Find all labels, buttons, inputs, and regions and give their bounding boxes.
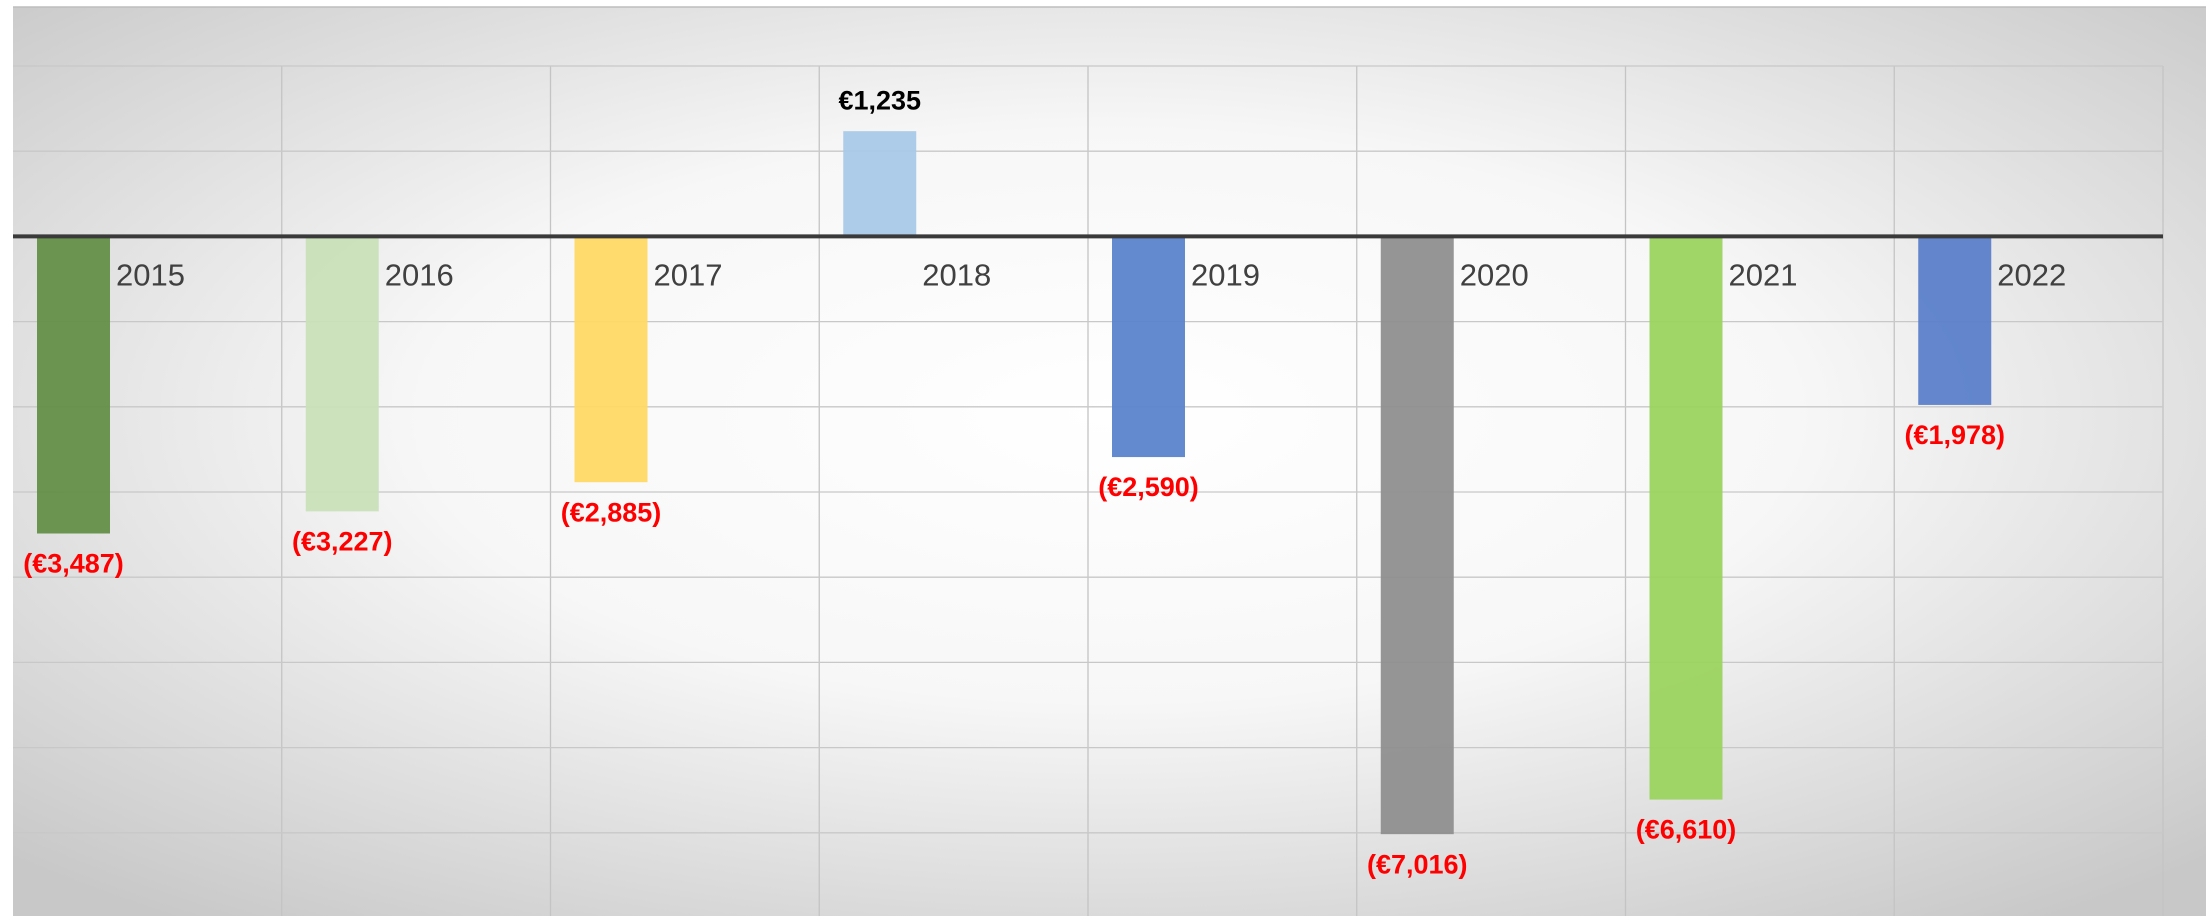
bar (305, 236, 379, 512)
bar (574, 236, 648, 483)
data-label: (€3,487) (23, 549, 124, 579)
x-tick-label: 2018 (922, 258, 991, 293)
bar (843, 131, 917, 237)
bar (1918, 236, 1992, 405)
x-tick-label: 2017 (654, 258, 723, 293)
data-label: (€1,978) (1904, 420, 2005, 450)
x-tick-label: 2016 (385, 258, 454, 293)
bar (37, 236, 110, 534)
data-label: (€2,885) (561, 497, 662, 527)
data-label: (€6,610) (1636, 815, 1737, 845)
data-label: (€7,016) (1367, 849, 1468, 879)
x-tick-label: 2022 (1997, 258, 2066, 293)
x-tick-label: 2020 (1460, 258, 1529, 293)
x-tick-label: 2021 (1729, 258, 1798, 293)
data-label: €1,235 (838, 85, 921, 115)
data-label: (€3,227) (292, 526, 393, 556)
bar (1380, 236, 1454, 835)
data-label: (€2,590) (1098, 472, 1199, 502)
x-tick-label: 2019 (1191, 258, 1260, 293)
bar (1112, 236, 1185, 458)
x-tick-label: 2015 (116, 258, 185, 293)
bar (1649, 236, 1723, 800)
